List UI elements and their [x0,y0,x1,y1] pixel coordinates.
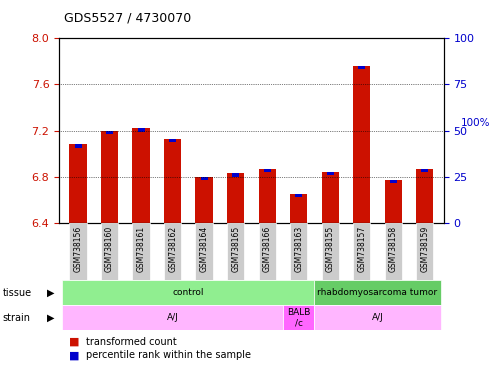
Text: ▶: ▶ [47,288,54,298]
Text: GSM738161: GSM738161 [137,225,145,272]
Bar [133,128,150,223]
FancyBboxPatch shape [133,223,150,280]
Text: GSM738155: GSM738155 [326,225,335,272]
FancyBboxPatch shape [353,223,370,280]
Bar [138,128,144,132]
FancyBboxPatch shape [101,223,118,280]
FancyBboxPatch shape [416,223,433,280]
Bar [201,177,208,180]
FancyBboxPatch shape [70,223,87,280]
Bar [264,169,271,172]
Text: GSM738156: GSM738156 [73,225,82,272]
FancyBboxPatch shape [385,223,402,280]
Text: strain: strain [2,313,31,323]
Bar [232,173,239,177]
Bar [169,139,176,142]
FancyBboxPatch shape [196,223,213,280]
Text: GSM738160: GSM738160 [105,225,114,272]
Bar [106,131,113,134]
Text: ▶: ▶ [47,313,54,323]
Bar [258,169,276,223]
FancyBboxPatch shape [164,223,181,280]
Text: 100%: 100% [461,118,491,128]
Bar [74,144,81,148]
FancyBboxPatch shape [62,305,283,330]
Text: control: control [173,288,204,297]
Text: GSM738158: GSM738158 [389,225,398,272]
FancyBboxPatch shape [62,280,315,305]
Text: GSM738163: GSM738163 [294,225,303,272]
FancyBboxPatch shape [315,280,441,305]
Text: GDS5527 / 4730070: GDS5527 / 4730070 [64,12,191,25]
Bar [385,180,402,223]
Text: GSM738166: GSM738166 [263,225,272,272]
Bar [295,194,302,197]
Bar [101,131,118,223]
Bar [416,169,433,223]
Text: GSM738164: GSM738164 [200,225,209,272]
Bar [390,180,397,184]
Text: ■: ■ [69,350,79,360]
Text: rhabdomyosarcoma tumor: rhabdomyosarcoma tumor [317,288,438,297]
Text: percentile rank within the sample: percentile rank within the sample [86,350,251,360]
Text: GSM738162: GSM738162 [168,225,177,272]
FancyBboxPatch shape [290,223,307,280]
Bar [358,66,365,70]
Bar [196,177,213,223]
Text: BALB
/c: BALB /c [287,308,311,328]
FancyBboxPatch shape [283,305,315,330]
FancyBboxPatch shape [321,223,339,280]
Text: GSM738165: GSM738165 [231,225,240,272]
Bar [321,172,339,223]
Bar [327,172,334,175]
Bar [353,66,370,223]
FancyBboxPatch shape [315,305,441,330]
Text: GSM738159: GSM738159 [421,225,429,272]
Text: A/J: A/J [167,313,178,322]
Text: A/J: A/J [372,313,384,322]
Bar [422,169,428,172]
FancyBboxPatch shape [227,223,245,280]
Bar [70,144,87,223]
Text: ■: ■ [69,337,79,347]
Bar [290,194,307,223]
Text: GSM738157: GSM738157 [357,225,366,272]
FancyBboxPatch shape [258,223,276,280]
Bar [164,139,181,223]
Text: tissue: tissue [2,288,32,298]
Text: transformed count: transformed count [86,337,177,347]
Bar [227,173,245,223]
